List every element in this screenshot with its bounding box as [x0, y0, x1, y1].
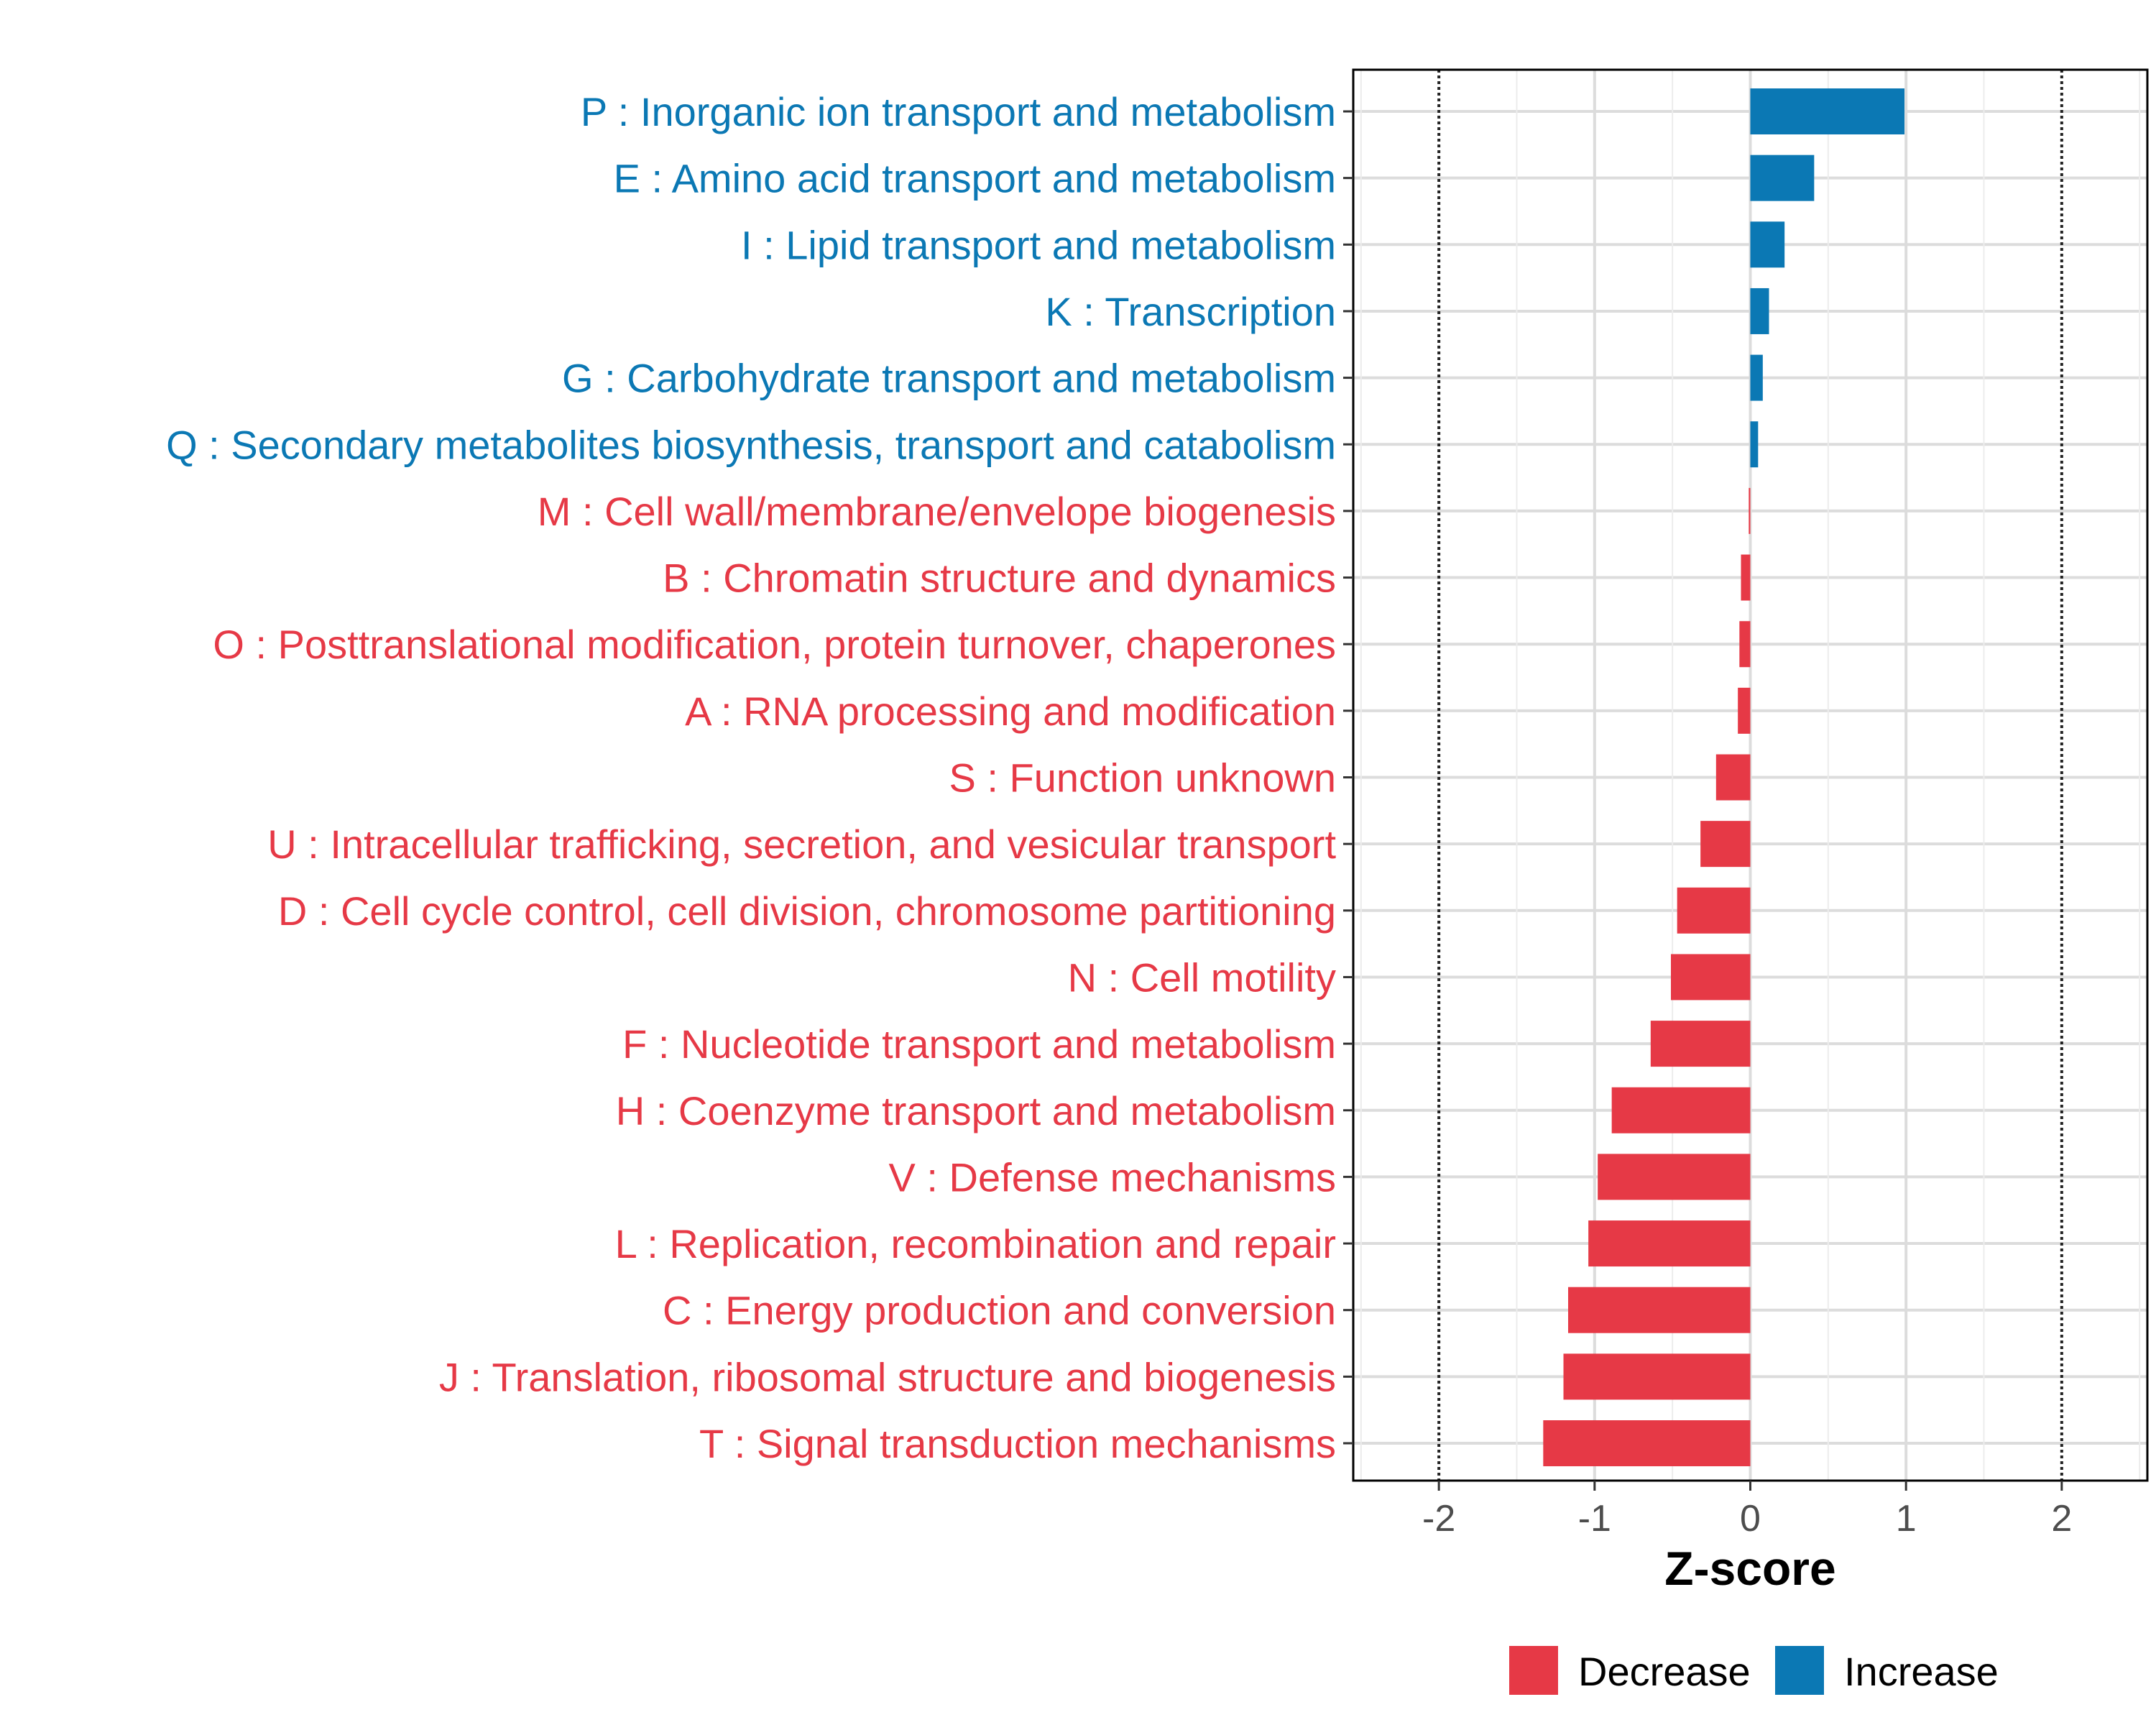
bars-layer: [1543, 88, 1904, 1466]
category-label: F : Nucleotide transport and metabolism: [622, 1021, 1336, 1067]
category-label: K : Transcription: [1045, 289, 1336, 334]
category-label: C : Energy production and conversion: [663, 1288, 1336, 1333]
category-label: S : Function unknown: [949, 755, 1336, 801]
legend: Decrease Increase: [1509, 1646, 1999, 1695]
category-label: Q : Secondary metabolites biosynthesis, …: [166, 422, 1336, 467]
bar-d: [1677, 887, 1751, 934]
x-tick-label: 1: [1896, 1498, 1917, 1540]
legend-label-decrease: Decrease: [1578, 1649, 1751, 1694]
bar-v: [1598, 1154, 1751, 1200]
category-label: M : Cell wall/membrane/envelope biogenes…: [538, 489, 1336, 534]
bar-s: [1715, 754, 1751, 801]
category-label: N : Cell motility: [1068, 954, 1336, 1000]
category-label: U : Intracellular trafficking, secretion…: [267, 822, 1336, 867]
category-label: A : RNA processing and modification: [685, 689, 1336, 734]
bar-u: [1700, 821, 1751, 868]
bar-b: [1741, 554, 1751, 601]
category-label: T : Signal transduction mechanisms: [699, 1421, 1336, 1466]
legend-swatch-increase: [1775, 1646, 1824, 1695]
bar-o: [1739, 621, 1751, 668]
bar-c: [1568, 1287, 1751, 1333]
legend-swatch-decrease: [1509, 1646, 1558, 1695]
y-axis: P : Inorganic ion transport and metaboli…: [166, 89, 1353, 1466]
bar-g: [1750, 354, 1763, 401]
category-label: G : Carbohydrate transport and metabolis…: [562, 356, 1336, 401]
x-tick-label: 2: [2051, 1498, 2072, 1540]
x-tick-label: -2: [1422, 1498, 1455, 1540]
bar-e: [1750, 155, 1815, 201]
category-label: E : Amino acid transport and metabolism: [614, 156, 1336, 201]
bar-m: [1749, 487, 1751, 534]
bar-n: [1671, 954, 1751, 1000]
bar-f: [1650, 1021, 1751, 1067]
category-label: V : Defense mechanisms: [889, 1154, 1336, 1200]
category-label: O : Posttranslational modification, prot…: [213, 622, 1336, 667]
category-label: L : Replication, recombination and repai…: [615, 1221, 1336, 1266]
bar-k: [1750, 288, 1769, 334]
category-label: H : Coenzyme transport and metabolism: [616, 1088, 1336, 1133]
bar-t: [1543, 1420, 1751, 1466]
x-axis: -2 -1 0 1 2: [1422, 1481, 2072, 1540]
legend-label-increase: Increase: [1844, 1649, 1999, 1694]
category-label: B : Chromatin structure and dynamics: [663, 556, 1336, 601]
x-tick-label: -1: [1578, 1498, 1611, 1540]
bar-l: [1588, 1220, 1751, 1267]
reference-lines: [1437, 70, 2063, 1481]
bar-a: [1738, 687, 1751, 734]
bar-i: [1750, 221, 1785, 268]
bar-h: [1611, 1087, 1751, 1133]
category-label: D : Cell cycle control, cell division, c…: [278, 888, 1336, 934]
bar-j: [1563, 1353, 1751, 1400]
category-label: P : Inorganic ion transport and metaboli…: [581, 89, 1336, 134]
category-label: J : Translation, ribosomal structure and…: [439, 1354, 1336, 1399]
x-tick-label: 0: [1740, 1498, 1761, 1540]
bar-p: [1750, 88, 1904, 134]
x-axis-title: Z-score: [1664, 1542, 1835, 1595]
category-label: I : Lipid transport and metabolism: [741, 222, 1336, 267]
bar-q: [1750, 421, 1759, 468]
